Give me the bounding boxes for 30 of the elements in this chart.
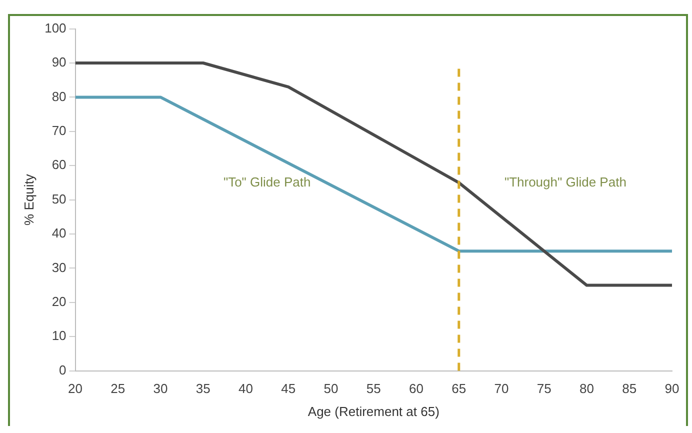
- x-tick-label: 20: [68, 381, 83, 396]
- y-tick-label: 80: [52, 88, 66, 104]
- x-tick-label: 55: [366, 381, 381, 396]
- y-tick-label: 70: [52, 122, 66, 138]
- x-tick-label: 30: [153, 381, 168, 396]
- x-tick-label: 90: [664, 381, 680, 396]
- x-tick-label: 50: [324, 381, 338, 396]
- x-tick-label: 75: [536, 381, 552, 396]
- y-axis-title: % Equity: [21, 174, 36, 226]
- x-tick-label: 40: [238, 381, 254, 396]
- x-axis-title: Age (Retirement at 65): [308, 404, 440, 419]
- y-tick-label: 50: [52, 191, 66, 206]
- y-tick-label: 0: [59, 362, 66, 378]
- x-tick-label: 70: [494, 381, 509, 396]
- x-tick-label: 35: [196, 381, 210, 396]
- annotation: "To" Glide Path: [223, 174, 311, 190]
- x-tick-label: 45: [281, 381, 296, 396]
- x-tick-label: 80: [580, 381, 594, 396]
- y-tick-label: 30: [52, 260, 66, 275]
- x-tick-label: 65: [452, 381, 466, 396]
- y-tick-label: 100: [44, 20, 66, 36]
- y-tick-label: 90: [52, 54, 66, 70]
- x-tick-label: 85: [622, 381, 637, 396]
- x-tick-label: 60: [409, 381, 424, 396]
- y-tick-label: 60: [52, 157, 66, 172]
- y-tick-label: 40: [52, 226, 66, 241]
- annotation: "Through" Glide Path: [504, 174, 626, 190]
- y-tick-label: 10: [52, 328, 66, 344]
- x-tick-label: 25: [110, 381, 126, 396]
- y-tick-label: 20: [52, 294, 66, 309]
